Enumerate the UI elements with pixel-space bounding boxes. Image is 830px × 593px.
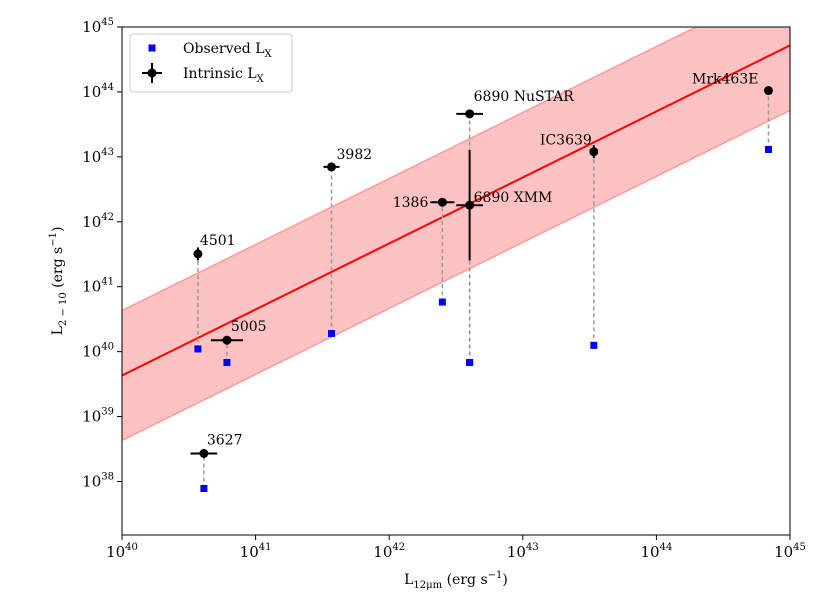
observed-point <box>223 359 231 367</box>
y-tick-label: 1038 <box>82 472 114 491</box>
intrinsic-point <box>763 86 773 96</box>
observed-point <box>764 145 772 153</box>
point-label: 3982 <box>337 147 373 163</box>
legend-box <box>129 33 293 93</box>
point-label: 5005 <box>231 319 267 335</box>
x-tick-label: 1042 <box>373 542 405 561</box>
intrinsic-point <box>193 249 203 259</box>
point-label: 6890 XMM <box>474 190 553 206</box>
y-tick-label: 1045 <box>82 17 114 36</box>
point-label: 6890 NuSTAR <box>474 89 575 105</box>
legend-intrinsic-label: Intrinsic LX <box>183 66 265 85</box>
legend-observed-marker <box>148 44 156 52</box>
x-tick-label: 1043 <box>507 542 539 561</box>
point-label: 4501 <box>200 233 236 249</box>
x-tick-label: 1044 <box>640 542 672 561</box>
intrinsic-point <box>465 109 475 119</box>
intrinsic-point <box>199 448 209 458</box>
plot-frame <box>121 26 791 536</box>
axes-layer: 1040 1041 1042 1043 1044 1045 1038 1039 1040 1041… <box>82 17 806 561</box>
intrinsic-point <box>589 147 599 157</box>
data-layer: 4501 5005 3627 3982 1386 6890 NuSTAR 6890 XMM I… <box>190 72 773 493</box>
observed-point <box>194 345 202 353</box>
x-tick-label: 1045 <box>774 542 806 561</box>
observed-point <box>590 341 598 349</box>
scatter-band <box>122 27 790 442</box>
legend-observed-label: Observed LX <box>183 41 273 60</box>
intrinsic-point <box>222 335 232 345</box>
intrinsic-point <box>437 197 447 207</box>
y-axis-label: L2 − 10 (erg s−1) <box>48 227 69 336</box>
point-label: IC3639 <box>540 133 592 149</box>
point-label: 3627 <box>207 432 243 448</box>
point-label: 1386 <box>393 195 429 211</box>
relation-line <box>122 44 790 377</box>
intrinsic-point <box>327 162 337 172</box>
relation-layer <box>122 27 790 442</box>
y-tick-label: 1041 <box>82 277 114 296</box>
y-tick-label: 1044 <box>82 82 114 101</box>
y-tick-label: 1039 <box>82 407 114 426</box>
legend-intrinsic-marker <box>147 68 157 78</box>
intrinsic-point <box>465 200 475 210</box>
observed-point <box>328 330 336 338</box>
x-axis-label: L12μm (erg s−1) <box>404 570 508 591</box>
x-tick-label: 1041 <box>240 542 272 561</box>
observed-point <box>438 298 446 306</box>
y-tick-label: 1040 <box>82 342 114 361</box>
x-tick-label: 1040 <box>106 542 138 561</box>
observed-point <box>466 359 474 367</box>
observed-point <box>200 485 208 493</box>
y-tick-label: 1042 <box>82 212 114 231</box>
point-label: Mrk463E <box>692 72 758 88</box>
legend: Observed LX Intrinsic LX <box>129 33 293 93</box>
y-tick-label: 1043 <box>82 147 114 166</box>
